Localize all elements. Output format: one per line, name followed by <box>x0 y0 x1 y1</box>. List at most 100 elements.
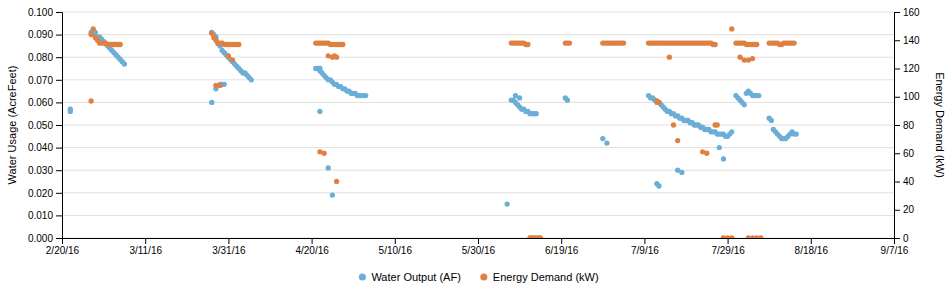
point <box>340 42 345 47</box>
tick-mark <box>56 102 62 103</box>
tick: 0.030 <box>28 165 62 176</box>
tick: 0.000 <box>28 233 62 244</box>
point <box>230 57 235 62</box>
point <box>667 55 672 60</box>
tick-mark <box>56 125 62 126</box>
point <box>504 201 509 206</box>
tick-mark <box>894 210 900 211</box>
point <box>769 118 774 123</box>
y-axis-title: Water Usage (AcreFeet) <box>6 66 18 185</box>
grid-line <box>62 192 894 193</box>
point <box>209 30 214 35</box>
point <box>326 165 331 170</box>
axis-line <box>56 13 63 239</box>
point <box>567 40 572 45</box>
tick-mark <box>894 40 900 41</box>
tick: 160 <box>894 7 920 18</box>
point <box>742 102 747 107</box>
tick: 20 <box>894 204 915 215</box>
tick: 0.060 <box>28 97 62 108</box>
grid-line <box>62 147 894 148</box>
point <box>534 111 539 116</box>
tick-label: 3/11/16 <box>129 245 162 256</box>
point <box>656 100 661 105</box>
marks <box>68 26 799 238</box>
point <box>756 93 761 98</box>
tick-mark <box>894 97 900 98</box>
point <box>758 235 763 238</box>
tick-mark <box>894 12 900 13</box>
tick: 100 <box>894 91 920 102</box>
tick: 3/11/16 <box>129 238 162 256</box>
point <box>656 183 661 188</box>
tick-mark <box>312 238 313 244</box>
tick-mark <box>56 80 62 81</box>
tick-mark <box>56 215 62 216</box>
point <box>317 109 322 114</box>
tick-label: 0.040 <box>28 142 53 153</box>
tick: 0.020 <box>28 188 62 199</box>
point <box>565 97 570 102</box>
point <box>118 42 123 47</box>
tick: 5/30/16 <box>462 238 496 256</box>
point <box>330 192 335 197</box>
point <box>91 26 96 31</box>
point <box>679 170 684 175</box>
grid-line <box>62 215 894 216</box>
tick-mark <box>56 193 62 194</box>
legend: Water Output (AF)Energy Demand (kW) <box>359 271 599 283</box>
tick-label: 5/10/16 <box>379 245 413 256</box>
point <box>754 42 759 47</box>
tick-mark <box>56 12 62 13</box>
tick-label: 0 <box>903 233 909 244</box>
legend-swatch <box>480 273 487 280</box>
grid-line <box>62 12 894 13</box>
tick-label: 7/29/16 <box>711 245 745 256</box>
tick: 140 <box>894 35 920 46</box>
tick: 120 <box>894 63 920 74</box>
tick: 6/19/16 <box>545 238 579 256</box>
legend-swatch <box>359 273 366 280</box>
tick: 4/20/16 <box>295 238 329 256</box>
tick-mark <box>56 238 62 239</box>
tick-mark <box>894 182 900 183</box>
tick-mark <box>811 238 812 244</box>
point <box>715 122 720 127</box>
legend-label: Energy Demand (kW) <box>493 271 599 283</box>
tick-label: 160 <box>903 7 920 18</box>
tick: 0.070 <box>28 75 62 86</box>
chart: 2/20/163/11/163/31/164/20/165/10/165/30/… <box>0 0 952 288</box>
tick-label: 140 <box>903 35 920 46</box>
point <box>122 61 127 66</box>
tick-label: 0.080 <box>28 52 53 63</box>
point <box>792 40 797 45</box>
tick: 80 <box>894 120 915 131</box>
tick-mark <box>395 238 396 244</box>
tick-mark <box>478 238 479 244</box>
tick-label: 0.020 <box>28 188 53 199</box>
tick: 7/9/16 <box>631 238 659 256</box>
tick-mark <box>894 69 900 70</box>
tick-label: 6/19/16 <box>545 245 579 256</box>
tick: 40 <box>894 176 915 187</box>
tick-mark <box>228 238 229 244</box>
tick-label: 7/9/16 <box>631 245 659 256</box>
axis-line <box>895 13 901 239</box>
tick: 0 <box>894 233 909 244</box>
tick-mark <box>56 57 62 58</box>
point <box>517 95 522 100</box>
tick: 0.100 <box>28 7 62 18</box>
point <box>621 40 626 45</box>
tick-mark <box>894 238 900 239</box>
tick-label: 20 <box>903 204 915 215</box>
point <box>334 55 339 60</box>
point <box>729 26 734 31</box>
point <box>209 100 214 105</box>
tick-label: 80 <box>903 120 915 131</box>
tick-label: 3/31/16 <box>212 245 246 256</box>
point <box>321 151 326 156</box>
tick-label: 60 <box>903 148 915 159</box>
tick-label: 0.060 <box>28 97 53 108</box>
tick: 0.010 <box>28 210 62 221</box>
tick-label: 5/30/16 <box>462 245 496 256</box>
